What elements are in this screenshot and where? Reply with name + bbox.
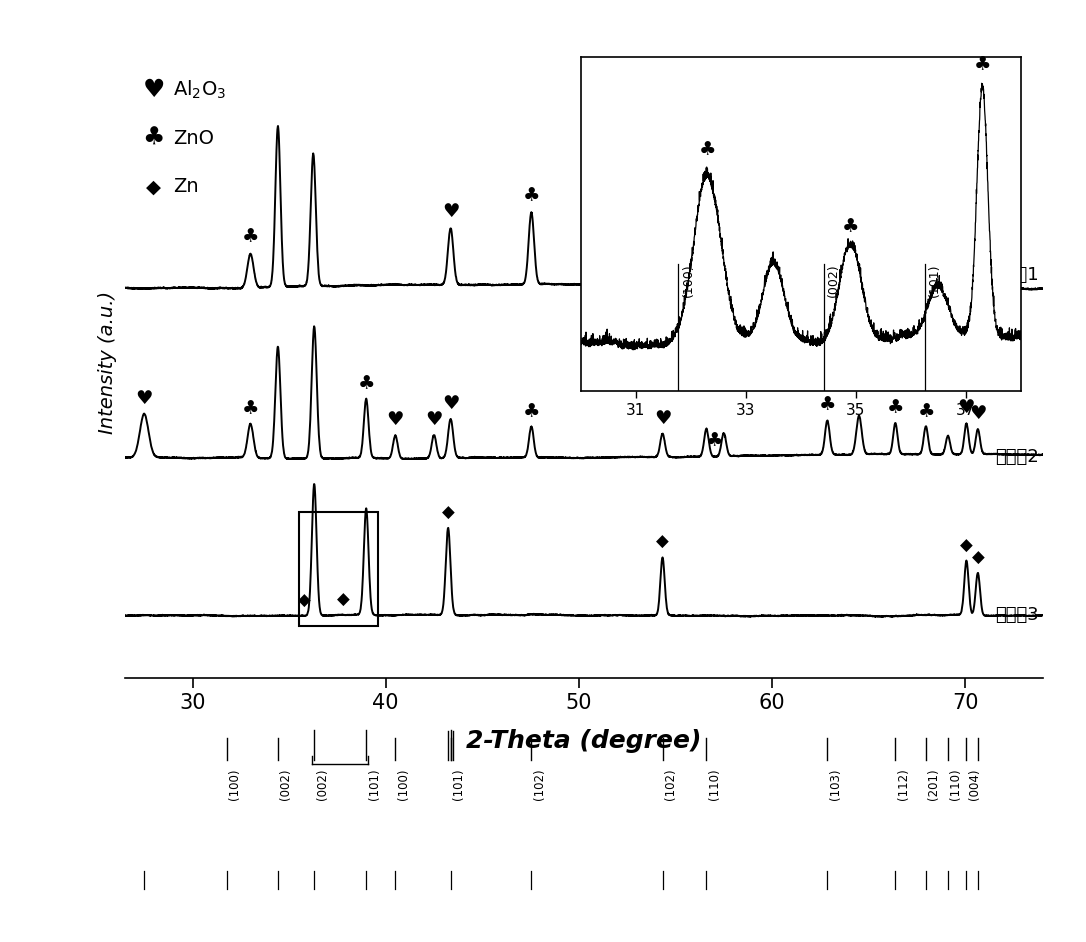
Text: (002): (002) xyxy=(828,264,841,298)
Text: Al$_2$O$_3$: Al$_2$O$_3$ xyxy=(173,78,227,101)
Text: ♥: ♥ xyxy=(136,388,153,408)
Text: ZnO: ZnO xyxy=(173,129,214,148)
Text: ♥: ♥ xyxy=(142,77,165,102)
Text: ♥: ♥ xyxy=(442,394,459,413)
Text: ♣: ♣ xyxy=(242,399,260,418)
Text: ◆: ◆ xyxy=(337,591,350,609)
Text: (002): (002) xyxy=(316,769,329,800)
Text: ♣: ♣ xyxy=(142,126,165,150)
Text: ♣: ♣ xyxy=(842,217,859,236)
Text: ♣: ♣ xyxy=(522,186,540,205)
Text: (110): (110) xyxy=(708,769,721,800)
Text: ♣: ♣ xyxy=(698,139,716,158)
Text: (103): (103) xyxy=(829,769,842,800)
Text: ♥: ♥ xyxy=(958,398,975,417)
Text: ◆: ◆ xyxy=(972,549,984,567)
Y-axis label: Intensity (a.u.): Intensity (a.u.) xyxy=(98,291,116,434)
Text: (004): (004) xyxy=(968,769,981,800)
Text: (101): (101) xyxy=(368,769,381,800)
Text: ♣: ♣ xyxy=(706,431,723,450)
Text: (102): (102) xyxy=(665,769,677,800)
Text: ♣: ♣ xyxy=(522,401,540,421)
Text: ◆: ◆ xyxy=(442,504,454,522)
Text: ♥: ♥ xyxy=(426,410,443,430)
Text: (100): (100) xyxy=(396,769,409,800)
Text: ♣: ♣ xyxy=(974,55,992,73)
Bar xyxy=(299,512,378,626)
Text: (101): (101) xyxy=(927,264,940,298)
Text: ♥: ♥ xyxy=(442,203,459,221)
Text: ◆: ◆ xyxy=(147,177,162,196)
Text: ◆: ◆ xyxy=(656,533,669,551)
Text: (110): (110) xyxy=(949,769,962,800)
Text: ◆: ◆ xyxy=(299,592,311,609)
Text: ♥: ♥ xyxy=(654,409,671,428)
Text: ♥: ♥ xyxy=(969,404,986,423)
Text: (101): (101) xyxy=(452,769,465,800)
Text: (112): (112) xyxy=(897,769,910,800)
Text: (102): (102) xyxy=(533,769,546,800)
Text: ♣: ♣ xyxy=(918,402,935,422)
X-axis label: 2-Theta (degree): 2-Theta (degree) xyxy=(466,729,702,754)
Text: Zn: Zn xyxy=(173,177,199,196)
Text: ◆: ◆ xyxy=(960,536,973,555)
Text: ♣: ♣ xyxy=(357,374,375,393)
Text: (201): (201) xyxy=(927,769,940,800)
Text: 实施例2: 实施例2 xyxy=(995,447,1038,466)
Text: (100): (100) xyxy=(682,264,695,298)
Text: 实施例1: 实施例1 xyxy=(995,266,1038,284)
Text: ♣: ♣ xyxy=(886,398,905,417)
Text: (002): (002) xyxy=(279,769,292,800)
Text: ♣: ♣ xyxy=(819,396,836,414)
Text: (100): (100) xyxy=(228,769,241,800)
Text: ♣: ♣ xyxy=(242,227,260,247)
Text: 实施例3: 实施例3 xyxy=(995,606,1038,624)
Text: ♣: ♣ xyxy=(819,185,836,203)
Text: ♥: ♥ xyxy=(387,410,404,429)
